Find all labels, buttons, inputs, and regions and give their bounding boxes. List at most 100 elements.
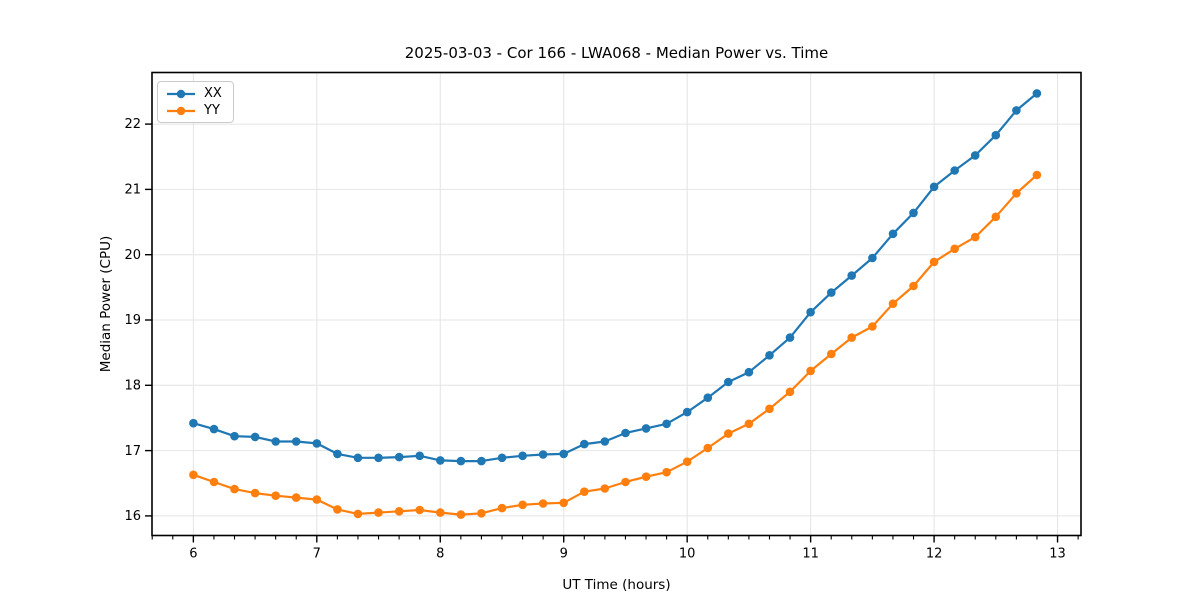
data-point-yy	[353, 509, 363, 519]
grid-lines	[152, 72, 1081, 536]
legend-marker-xx	[167, 89, 195, 98]
data-point-yy	[456, 510, 466, 519]
data-point-yy	[744, 419, 754, 429]
data-point-xx	[497, 453, 507, 463]
data-point-yy	[250, 488, 260, 498]
data-point-xx	[703, 393, 713, 403]
data-series	[189, 89, 1042, 519]
data-point-yy	[209, 477, 219, 487]
data-point-yy	[847, 333, 856, 342]
data-point-xx	[394, 452, 404, 462]
data-point-yy	[929, 257, 939, 267]
data-point-yy	[291, 493, 301, 502]
data-point-xx	[600, 437, 610, 446]
data-point-yy	[394, 507, 404, 516]
data-point-yy	[806, 366, 815, 376]
data-point-yy	[1032, 170, 1042, 180]
data-point-yy	[909, 281, 918, 291]
data-point-xx	[970, 151, 980, 160]
data-point-xx	[291, 437, 301, 446]
data-point-xx	[662, 419, 671, 429]
y-tick-label: 22	[124, 117, 141, 132]
data-point-yy	[703, 443, 713, 453]
data-point-yy	[333, 505, 342, 514]
y-tick-label: 19	[124, 313, 141, 328]
data-point-yy	[765, 404, 774, 414]
data-point-xx	[682, 407, 692, 417]
data-point-yy	[621, 477, 630, 487]
data-point-yy	[538, 499, 548, 508]
data-point-yy	[477, 509, 486, 518]
data-point-yy	[868, 322, 877, 331]
data-point-yy	[312, 495, 322, 504]
data-point-yy	[991, 212, 1001, 222]
series-line-xx	[193, 92, 1038, 463]
data-point-yy	[580, 487, 589, 497]
legend: XX YY	[157, 81, 234, 123]
chart-title: 2025-03-03 - Cor 166 - LWA068 - Median P…	[405, 44, 829, 62]
data-point-xx	[765, 351, 774, 360]
x-tick-label: 9	[560, 547, 568, 562]
data-point-yy	[374, 508, 383, 517]
data-point-xx	[353, 453, 363, 463]
data-point-xx	[230, 431, 239, 441]
data-point-xx	[415, 451, 425, 461]
y-tick-label: 21	[124, 183, 141, 198]
data-point-yy	[497, 503, 507, 513]
data-point-yy	[230, 484, 239, 494]
data-point-xx	[333, 449, 342, 459]
data-point-xx	[477, 456, 486, 466]
data-point-yy	[415, 505, 425, 515]
data-point-xx	[1032, 89, 1042, 98]
data-point-yy	[682, 457, 692, 467]
data-point-xx	[744, 367, 754, 377]
y-tick-label: 20	[124, 248, 141, 263]
x-tick-label: 6	[189, 547, 197, 562]
data-point-xx	[929, 182, 939, 192]
data-point-xx	[271, 437, 281, 446]
x-tick-label: 8	[436, 547, 444, 562]
data-point-yy	[559, 498, 568, 508]
legend-label-xx: XX	[204, 86, 222, 101]
x-tick-label: 10	[679, 547, 696, 562]
x-tick-label: 11	[802, 547, 819, 562]
data-point-xx	[847, 271, 856, 280]
data-point-xx	[950, 166, 959, 175]
data-point-xx	[580, 439, 589, 449]
data-point-xx	[312, 439, 322, 448]
data-point-yy	[1012, 189, 1021, 198]
plot-border	[151, 71, 1082, 537]
y-axis-label: Median Power (CPU)	[98, 236, 114, 372]
legend-entry-xx: XX	[166, 87, 222, 100]
data-point-xx	[209, 424, 219, 434]
data-point-xx	[189, 418, 198, 428]
legend-marker-yy	[167, 106, 195, 115]
data-point-xx	[250, 432, 260, 442]
data-point-xx	[538, 450, 548, 459]
data-point-xx	[724, 377, 733, 387]
data-point-xx	[1012, 106, 1021, 115]
data-point-xx	[518, 451, 527, 461]
x-tick-label: 7	[313, 547, 321, 562]
axis-ticks: 6 7 8 9 10 11 12 13 16 17 18 19 20 21 22	[124, 117, 1079, 562]
y-tick-label: 16	[124, 509, 141, 524]
data-point-yy	[436, 508, 445, 517]
data-point-xx	[436, 456, 445, 465]
y-tick-label: 17	[124, 444, 141, 459]
data-point-yy	[600, 484, 610, 493]
x-axis-label: UT Time (hours)	[562, 577, 670, 593]
data-point-xx	[559, 449, 568, 459]
series-line-yy	[193, 174, 1038, 516]
data-point-yy	[888, 299, 898, 309]
x-tick-label: 13	[1049, 547, 1066, 562]
data-point-yy	[827, 349, 836, 359]
legend-entry-yy: YY	[166, 104, 222, 117]
data-point-yy	[662, 467, 671, 477]
data-point-yy	[724, 429, 733, 438]
data-point-xx	[888, 229, 898, 239]
data-point-xx	[868, 253, 877, 263]
y-tick-label: 18	[124, 378, 141, 393]
data-point-xx	[621, 428, 630, 438]
